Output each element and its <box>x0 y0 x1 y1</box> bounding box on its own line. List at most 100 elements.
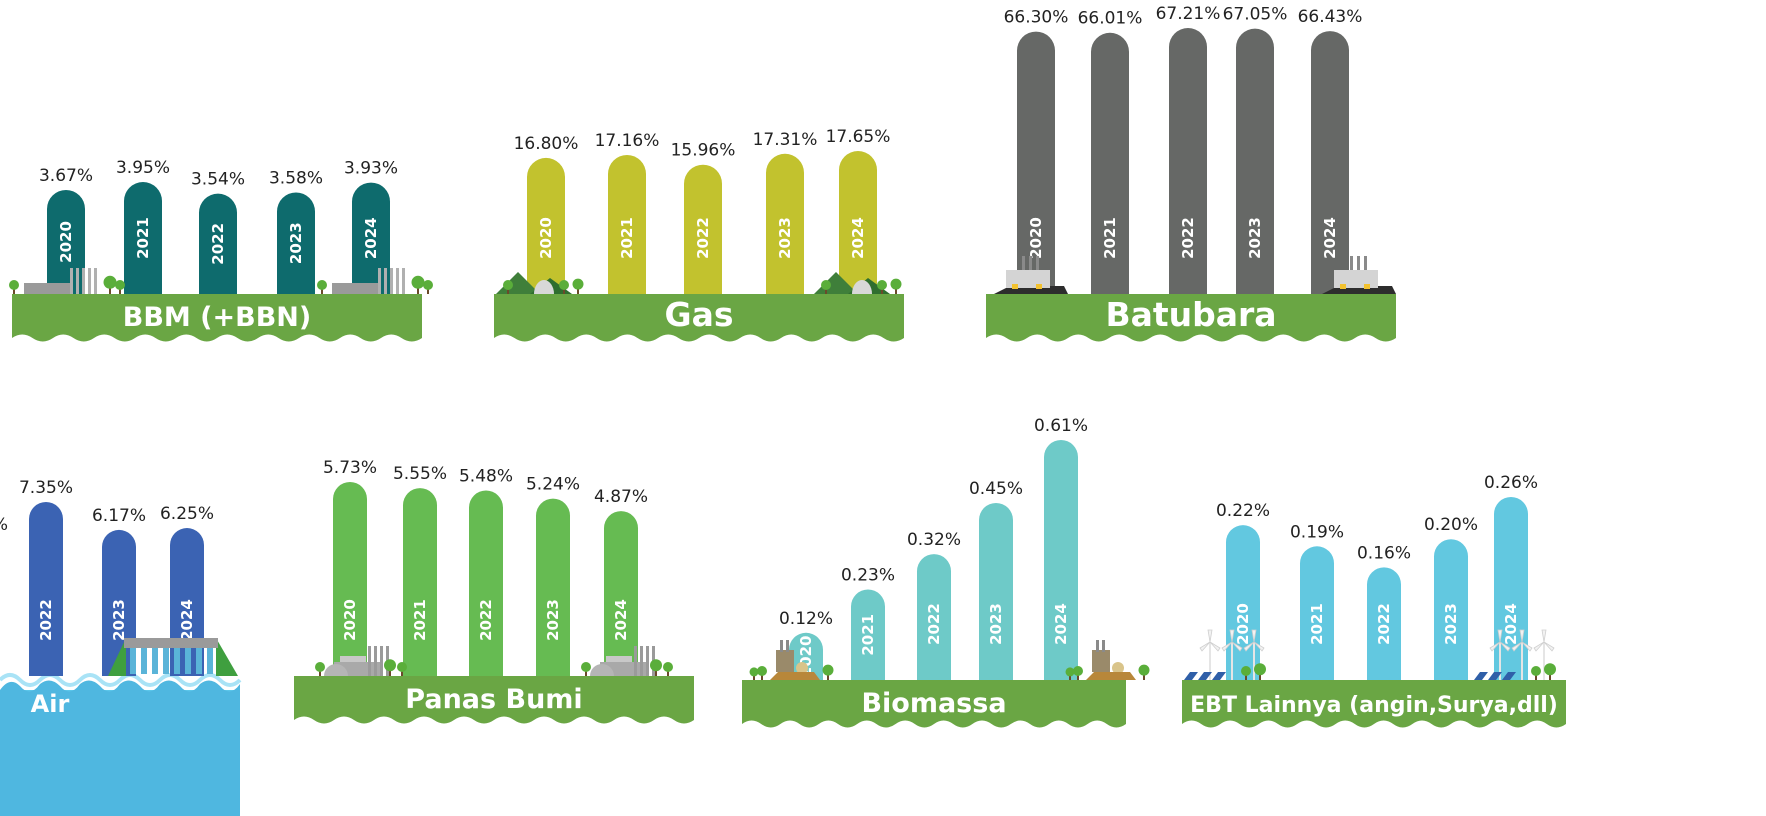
gas-plant-mountains-scene <box>496 272 584 294</box>
bar-value-label: 0.26% <box>1484 473 1538 493</box>
plant-window <box>1340 284 1346 289</box>
bar-year-label: 2021 <box>618 217 636 259</box>
dam-spillway <box>207 648 213 674</box>
bar-2023 <box>766 153 804 294</box>
wind-turbine-icon <box>1209 642 1211 680</box>
dam-spillway <box>141 648 147 674</box>
bar-value-label: 67.21% <box>1156 4 1221 24</box>
refinery-tower <box>94 268 97 294</box>
plant-window <box>1012 284 1018 289</box>
coal-plant-scene <box>994 256 1068 294</box>
tree-trunk <box>667 670 669 676</box>
tree-trunk <box>1549 672 1551 680</box>
dam-spillway <box>163 648 169 674</box>
bar-2022 <box>469 490 503 676</box>
bar-value-label: 5.24% <box>526 475 580 495</box>
tree-trunk <box>881 288 883 294</box>
oil-refinery-scene <box>317 268 433 294</box>
bar-year-label: 2023 <box>987 603 1005 645</box>
bar-year-label: 2024 <box>362 217 380 259</box>
wind-turbine-icon <box>1231 642 1233 680</box>
chimney <box>1036 256 1039 270</box>
bar-2024 <box>1494 497 1528 680</box>
tree-trunk <box>825 288 827 294</box>
dam-spillway <box>185 648 191 674</box>
tree-icon <box>572 278 584 290</box>
bar-value-label: 0.61% <box>1034 416 1088 436</box>
bar-value-label: 66.30% <box>1004 8 1069 28</box>
bar-2022 <box>1169 28 1207 294</box>
tree-trunk <box>1077 674 1079 680</box>
bar-year-label: 2024 <box>612 599 630 641</box>
bar-value-label: 4.87% <box>594 487 648 507</box>
tree-icon <box>317 280 327 290</box>
ground-strip <box>986 294 1396 342</box>
bar-value-label: 0.20% <box>1424 515 1478 535</box>
bar-2023 <box>1236 28 1274 294</box>
plant-window <box>1364 284 1370 289</box>
tree-trunk <box>1143 673 1145 680</box>
solar-panel-icon <box>1502 672 1516 680</box>
tree-icon <box>115 280 125 290</box>
dam-spillway <box>174 648 180 674</box>
dome-tank <box>590 664 614 676</box>
bar-2022 <box>917 554 951 680</box>
tree-icon <box>822 664 834 676</box>
bar-year-label: 2020 <box>537 217 555 259</box>
biomass-pile <box>770 672 820 680</box>
bar-year-label: 2023 <box>1246 217 1264 259</box>
refinery-tower <box>82 268 85 294</box>
geothermal-plant-scene <box>581 646 673 676</box>
bar-2024 <box>839 151 877 294</box>
refinery-tower <box>70 268 73 294</box>
panel-title: EBT Lainnya (angin,Surya,dll) <box>1190 693 1558 718</box>
gas-tank <box>534 280 554 294</box>
refinery-tower <box>378 268 381 294</box>
bar-year-label: 2020 <box>1027 217 1045 259</box>
tree-trunk <box>401 670 403 676</box>
bar-2021 <box>1300 546 1334 680</box>
coal-plant-building <box>1006 270 1050 288</box>
plant-window <box>1036 284 1042 289</box>
bar-year-label: 2022 <box>209 223 227 265</box>
biomass-plant-scene <box>749 640 834 680</box>
bar-2020 <box>1017 31 1055 295</box>
biomass-plant-building <box>1092 650 1110 672</box>
solar-panel-icon <box>1198 672 1212 680</box>
bar-value-label: 5.55% <box>393 464 447 484</box>
chart-panel-3: 2020 66.30% 2021 66.01% 2022 67.21% 2023 67.05%… <box>986 4 1396 342</box>
dam-hill <box>216 638 238 676</box>
bar-2021 <box>1091 32 1129 294</box>
bar-2021 <box>124 182 162 294</box>
biomass-tank <box>796 662 808 674</box>
factory-roof <box>340 656 366 662</box>
tree-icon <box>559 280 569 290</box>
chimney <box>368 646 371 676</box>
tree-trunk <box>577 287 579 294</box>
bar-2024 <box>604 511 638 676</box>
panel-title: Air <box>31 690 70 718</box>
chart-panel-4: 2022 7.35% 2023 6.17% 2024 6.25%% Air <box>0 478 242 816</box>
bar-2024 <box>1044 440 1078 680</box>
biomass-tank <box>1112 662 1124 674</box>
tree-icon <box>411 275 425 289</box>
ground-strip <box>494 294 904 342</box>
bar-year-label: 2021 <box>411 599 429 641</box>
refinery-tower <box>402 268 405 294</box>
tree-trunk <box>895 287 897 294</box>
tree-icon <box>877 280 887 290</box>
tree-icon <box>1544 663 1556 676</box>
refinery-tower <box>88 268 91 294</box>
bar-value-label: 17.31% <box>753 130 818 150</box>
tree-trunk <box>389 668 391 676</box>
bar-value-label: 0.16% <box>1357 543 1411 563</box>
bar-2023 <box>979 502 1013 680</box>
solar-panel-icon <box>1212 672 1226 680</box>
bar-year-label: 2021 <box>134 217 152 259</box>
bar-value-label: 15.96% <box>671 141 736 161</box>
tree-icon <box>663 662 673 672</box>
wind-turbine-icon <box>1253 642 1255 680</box>
tree-icon <box>315 662 325 672</box>
tree-icon <box>581 662 591 672</box>
